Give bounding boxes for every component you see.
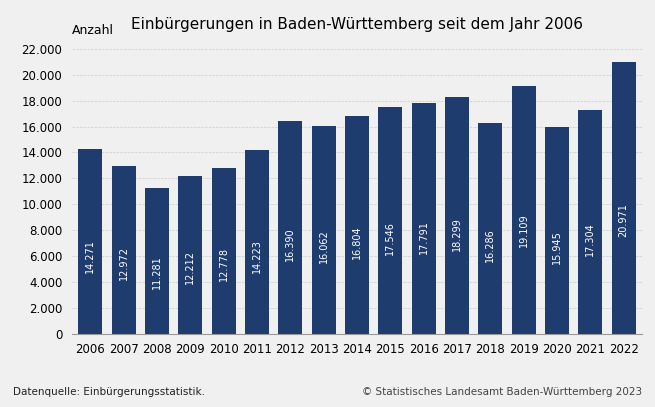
Bar: [278, 122, 303, 334]
Text: 19.109: 19.109: [519, 213, 529, 247]
Bar: [379, 107, 402, 334]
Text: 12.972: 12.972: [119, 246, 128, 280]
Text: 17.791: 17.791: [419, 220, 428, 254]
Bar: [512, 86, 536, 334]
Bar: [79, 149, 102, 334]
Text: 14.271: 14.271: [85, 239, 96, 273]
Text: 16.804: 16.804: [352, 225, 362, 259]
Bar: [411, 103, 436, 334]
Text: 20.971: 20.971: [618, 203, 629, 236]
Bar: [112, 166, 136, 334]
Text: 16.286: 16.286: [485, 228, 495, 262]
Bar: [178, 175, 202, 334]
Text: 12.212: 12.212: [185, 250, 195, 284]
Text: 18.299: 18.299: [452, 217, 462, 251]
Bar: [345, 116, 369, 334]
Bar: [212, 168, 236, 334]
Bar: [578, 109, 602, 334]
Text: 16.062: 16.062: [318, 230, 329, 263]
Bar: [478, 123, 502, 334]
Text: Anzahl: Anzahl: [72, 24, 114, 37]
Text: © Statistisches Landesamt Baden-Württemberg 2023: © Statistisches Landesamt Baden-Württemb…: [362, 387, 642, 397]
Text: 12.778: 12.778: [219, 247, 229, 281]
Text: 17.304: 17.304: [586, 223, 595, 256]
Text: 11.281: 11.281: [152, 256, 162, 289]
Bar: [612, 62, 635, 334]
Text: Datenquelle: Einbürgerungsstatistik.: Datenquelle: Einbürgerungsstatistik.: [13, 387, 205, 397]
Bar: [545, 127, 569, 334]
Bar: [245, 149, 269, 334]
Bar: [145, 188, 169, 334]
Text: 16.390: 16.390: [286, 228, 295, 261]
Bar: [445, 97, 469, 334]
Text: 17.546: 17.546: [385, 221, 396, 255]
Text: 14.223: 14.223: [252, 239, 262, 274]
Bar: [312, 126, 335, 334]
Title: Einbürgerungen in Baden-Württemberg seit dem Jahr 2006: Einbürgerungen in Baden-Württemberg seit…: [131, 18, 583, 33]
Text: 15.945: 15.945: [552, 230, 562, 264]
